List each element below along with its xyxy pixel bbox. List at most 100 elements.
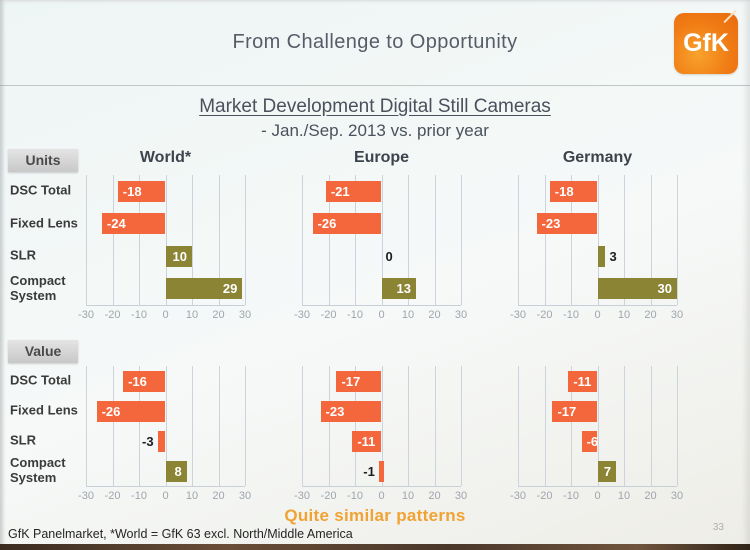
gridline: [408, 366, 409, 486]
bar-chart-units-world: World* -18 -24 10 29 -30 -20 -10 0 10 20 30: [78, 149, 251, 324]
bar-value-label: -21: [330, 183, 350, 199]
bar-value-label: 30: [657, 281, 672, 297]
axis-tick-label: 10: [617, 309, 631, 321]
bar-value-label: -3: [142, 433, 154, 449]
axis-tick-label: 0: [162, 309, 169, 321]
bar-value-label: -11: [357, 433, 376, 449]
axis-tick-label: 0: [594, 490, 601, 502]
gridline: [218, 175, 220, 305]
bar-value-label: -24: [106, 216, 126, 232]
gridline: [434, 175, 436, 305]
axis-tick-label: 0: [378, 309, 385, 321]
axis-tick-label: 10: [401, 309, 415, 321]
gridline: [192, 175, 193, 305]
axis-tick-label: -10: [131, 490, 147, 502]
bar: -21: [325, 180, 382, 202]
value-row: Value DSC Total Fixed Lens SLR Compact Syste…: [0, 340, 750, 505]
gridline: [245, 175, 246, 305]
axis-tick-label: -10: [131, 309, 147, 321]
axis-tick-label: 30: [670, 490, 684, 502]
bar: -18: [549, 180, 598, 202]
chart-region-title: [302, 340, 461, 366]
axis-tick-label: -10: [563, 309, 579, 321]
category-label: SLR: [10, 247, 36, 263]
slide-body: Market Development Digital Still Cameras…: [0, 86, 750, 526]
bar: 7: [597, 460, 617, 482]
bar: -23: [536, 213, 598, 235]
plot-area: -11 -17 -6 7: [518, 366, 678, 487]
units-row: Units DSC Total Fixed Lens SLR Compact Syste…: [0, 149, 750, 324]
bar: [597, 245, 606, 267]
gridline: [355, 175, 356, 305]
gridline: [650, 175, 652, 305]
bar: -6: [581, 430, 599, 452]
gridline: [328, 175, 330, 305]
gridline: [355, 366, 356, 486]
gridline: [218, 366, 220, 486]
axis-tick-label: 30: [670, 309, 684, 321]
axis-tick-label: 30: [238, 490, 252, 502]
slide-subtitle: - Jan./Sep. 2013 vs. prior year: [261, 121, 489, 140]
axis-tick-label: 10: [185, 490, 199, 502]
axis-tick-label: 30: [454, 309, 468, 321]
chart-region-title: Europe: [353, 149, 410, 166]
bar-value-label: -18: [122, 183, 142, 199]
gridline: [408, 175, 409, 305]
category-label: DSC Total: [10, 372, 72, 388]
x-axis: -30 -20 -10 0 10 20 30: [510, 306, 683, 324]
axis-tick-label: 0: [378, 490, 385, 502]
bar-value-label: 29: [222, 281, 238, 297]
gridline: [461, 366, 462, 486]
category-labels: DSC Total Fixed Lens SLR Compact System: [0, 175, 86, 305]
gridline: [624, 366, 625, 486]
axis-tick-label: -10: [347, 309, 363, 321]
bar-value-label: -26: [317, 216, 337, 232]
gridline: [518, 366, 519, 486]
gridline: [139, 175, 140, 305]
gridline: [139, 366, 140, 486]
chart-region-title: [518, 340, 677, 366]
bar-value-label: -6: [586, 433, 599, 449]
gridline: [165, 366, 167, 486]
bar-value-label: -18: [554, 183, 574, 199]
category-label: DSC Total: [10, 182, 72, 198]
gridline: [650, 366, 652, 486]
bar-value-label: 13: [396, 281, 411, 297]
axis-tick-label: 0: [594, 309, 601, 321]
plot-area: -21 -26 0 13: [302, 175, 462, 306]
row-label-units: Units: [8, 149, 78, 172]
row-label-column: Value DSC Total Fixed Lens SLR Compact Syste…: [0, 340, 86, 486]
gridline: [302, 175, 303, 305]
header-title: From Challenge to Opportunity: [232, 31, 518, 53]
charts-area: Units DSC Total Fixed Lens SLR Compact Syste…: [0, 149, 750, 505]
bar-value-label: -23: [325, 403, 345, 419]
x-axis: -30 -20 -10 0 10 20 30: [78, 306, 251, 324]
gridline: [381, 366, 383, 486]
axis-tick-label: 10: [401, 490, 415, 502]
axis-tick-label: 20: [644, 309, 657, 321]
axis-tick-label: -20: [536, 490, 553, 502]
bar-value-label: -16: [128, 373, 147, 389]
axis-tick-label: 20: [428, 309, 441, 321]
gfk-logo: GfK: [674, 9, 738, 74]
bar-value-label: 3: [609, 248, 617, 264]
gridline: [86, 175, 87, 305]
plot-area: -17 -23 -11 -1: [302, 366, 462, 487]
row-label-value: Value: [8, 340, 78, 363]
category-label: Fixed Lens: [10, 402, 78, 418]
axis-tick-label: -30: [294, 309, 310, 321]
bar-chart-value-germany: -11 -17 -6 7 -30 -20 -10 0 10 20 30: [510, 340, 683, 505]
category-labels: DSC Total Fixed Lens SLR Compact System: [0, 366, 86, 486]
chart-region-title: World*: [139, 149, 192, 166]
bar: -18: [117, 180, 166, 202]
axis-tick-label: 10: [617, 490, 631, 502]
axis-tick-label: 0: [162, 490, 169, 502]
bar: [157, 430, 166, 452]
bar: -24: [101, 213, 166, 235]
slide-title: Market Development Digital Still Cameras: [199, 96, 551, 117]
category-label: Compact System: [10, 272, 66, 303]
gridline: [112, 175, 114, 305]
gridline: [677, 175, 678, 305]
category-label: Compact System: [10, 455, 66, 485]
bar-value-label: 8: [174, 463, 182, 479]
